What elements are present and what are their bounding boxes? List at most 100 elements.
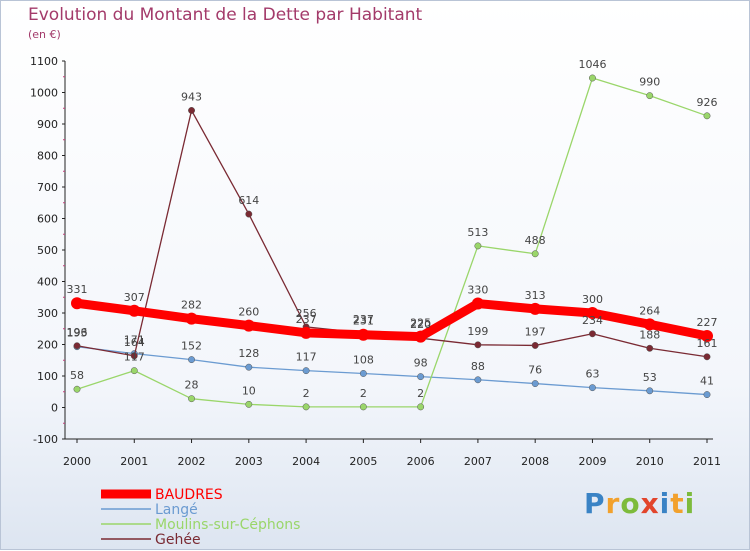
data-label: 331	[67, 283, 88, 296]
data-point	[586, 307, 599, 319]
data-label: 300	[582, 293, 603, 306]
series-line	[72, 298, 712, 342]
data-label: 196	[67, 326, 88, 339]
data-label: 220	[410, 318, 431, 331]
data-point	[188, 356, 195, 364]
y-tick-label: 900	[37, 118, 58, 131]
chart-unit: (en €)	[28, 28, 61, 41]
data-label: 88	[471, 360, 485, 373]
data-label: 58	[70, 369, 84, 382]
legend-item-Moulins-sur-Céphons: Moulins-sur-Céphons	[101, 517, 300, 533]
x-tick-label: 2008	[521, 455, 549, 468]
proxiti-logo: Proxiti	[584, 487, 696, 520]
series-Langé	[73, 343, 711, 399]
x-tick-label: 2009	[578, 455, 606, 468]
data-label: 264	[639, 304, 660, 317]
data-label: 313	[525, 289, 546, 302]
data-label: 237	[353, 313, 374, 326]
y-tick-label: 0	[51, 402, 58, 415]
data-point	[71, 297, 83, 310]
data-point	[128, 304, 141, 317]
data-label: 307	[124, 291, 145, 304]
y-tick-label: 1100	[30, 55, 58, 68]
data-point	[589, 330, 596, 338]
data-point	[73, 342, 81, 350]
data-point	[474, 242, 482, 250]
data-label: 161	[697, 337, 718, 350]
axes: -100 0 100 200 300 400 500 600 700 800 900 1000 1100…	[30, 55, 721, 468]
series-layer	[71, 74, 713, 411]
series-Gehée	[73, 107, 711, 361]
series-Moulins-sur-Céphons	[73, 74, 711, 411]
data-label: 164	[124, 336, 145, 349]
data-point	[188, 107, 195, 114]
series-BAUDRES	[71, 297, 713, 343]
series-line	[76, 346, 708, 396]
data-label: 2	[303, 387, 310, 400]
data-point	[589, 384, 596, 392]
data-label: 117	[296, 351, 317, 364]
data-point	[474, 341, 482, 349]
data-label: 193	[67, 327, 88, 340]
data-label: 227	[697, 316, 718, 329]
y-tick-label: 700	[37, 181, 58, 194]
data-point	[646, 387, 654, 395]
data-label: 188	[639, 328, 660, 341]
data-point	[703, 391, 711, 399]
x-tick-label: 2000	[63, 455, 91, 468]
data-point	[417, 403, 425, 411]
legend-item-BAUDRES: BAUDRES	[101, 487, 223, 503]
data-label: 199	[467, 325, 488, 338]
data-label: 76	[528, 364, 542, 377]
data-point	[703, 353, 711, 361]
data-label: 231	[353, 315, 374, 328]
data-label: 2	[417, 387, 424, 400]
data-label: 234	[582, 314, 603, 327]
data-point	[531, 341, 539, 349]
y-tick-label: -100	[33, 433, 58, 446]
data-point	[130, 367, 138, 375]
legend-label: Gehée	[155, 532, 201, 548]
data-label: 41	[700, 375, 714, 388]
x-tick-label: 2002	[178, 455, 206, 468]
legend-label: Langé	[155, 502, 198, 518]
x-tick-label: 2003	[235, 455, 263, 468]
x-tick-label: 2007	[464, 455, 492, 468]
legend-item-Langé: Langé	[101, 502, 198, 518]
y-tick-label: 200	[37, 339, 58, 352]
data-label: 197	[525, 325, 546, 338]
x-tick-label: 2006	[407, 455, 435, 468]
data-point	[471, 297, 484, 310]
data-point	[529, 302, 542, 315]
data-point	[646, 92, 654, 100]
data-label: 330	[467, 284, 488, 297]
x-tick-label: 2011	[693, 455, 721, 468]
data-point	[643, 318, 656, 331]
y-tick-label: 800	[37, 150, 58, 163]
data-point	[701, 329, 713, 342]
data-label: 990	[639, 76, 660, 89]
chart-title: Evolution du Montant de la Dette par Hab…	[28, 5, 423, 25]
data-label: 614	[238, 194, 259, 207]
x-tick-label: 2001	[120, 455, 148, 468]
data-point	[302, 367, 310, 375]
y-tick-label: 1000	[30, 87, 58, 100]
legend-label: BAUDRES	[155, 487, 223, 503]
data-point	[589, 74, 596, 82]
data-label: 117	[124, 351, 145, 364]
data-label: 1046	[578, 58, 606, 71]
series-line	[76, 77, 708, 408]
data-label: 513	[467, 226, 488, 239]
labels-Moulins-sur-Céphons: 58 117 28 10 2 2 2 513 488 1046 990 926	[70, 58, 718, 400]
data-label: 943	[181, 90, 202, 103]
data-label: 926	[697, 96, 718, 109]
data-label: 128	[238, 347, 259, 360]
data-label: 171	[124, 334, 145, 347]
data-point	[357, 328, 370, 341]
data-point	[703, 112, 711, 120]
data-label: 28	[185, 379, 199, 392]
